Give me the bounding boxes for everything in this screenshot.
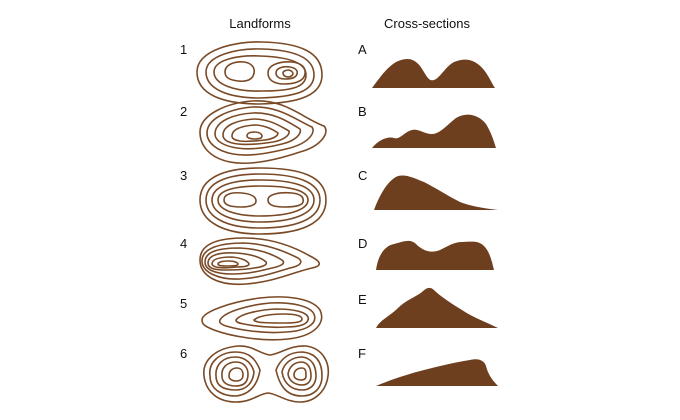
landform-label: 4 bbox=[180, 236, 188, 251]
cross-sections-header: Cross-sections bbox=[384, 16, 470, 31]
cross-section-label: E bbox=[358, 292, 367, 307]
cross-section-c-profile bbox=[374, 175, 498, 210]
cross-section-label: B bbox=[358, 104, 367, 119]
landform-label: 1 bbox=[180, 42, 188, 57]
cross-section-b-profile bbox=[372, 114, 496, 148]
landform-3-contours bbox=[199, 167, 327, 235]
landform-label: 3 bbox=[180, 168, 188, 183]
cross-section-label: A bbox=[358, 42, 367, 57]
landform-4-contours bbox=[199, 237, 321, 286]
landform-2-contours bbox=[199, 100, 327, 165]
landform-label: 6 bbox=[180, 346, 188, 361]
cross-section-label: D bbox=[358, 236, 368, 251]
cross-section-a-profile bbox=[372, 58, 495, 88]
cross-section-label: C bbox=[358, 168, 368, 183]
cross-section-d-profile bbox=[376, 240, 494, 270]
landform-label: 5 bbox=[180, 296, 188, 311]
landform-6-contours bbox=[203, 345, 330, 403]
cross-section-e-profile bbox=[376, 287, 498, 328]
cross-section-f-profile bbox=[376, 359, 498, 386]
landforms-header: Landforms bbox=[229, 16, 291, 31]
cross-section-label: F bbox=[358, 346, 366, 361]
landform-1-contours bbox=[196, 41, 323, 105]
landform-label: 2 bbox=[180, 104, 188, 119]
landform-5-contours bbox=[201, 296, 323, 341]
